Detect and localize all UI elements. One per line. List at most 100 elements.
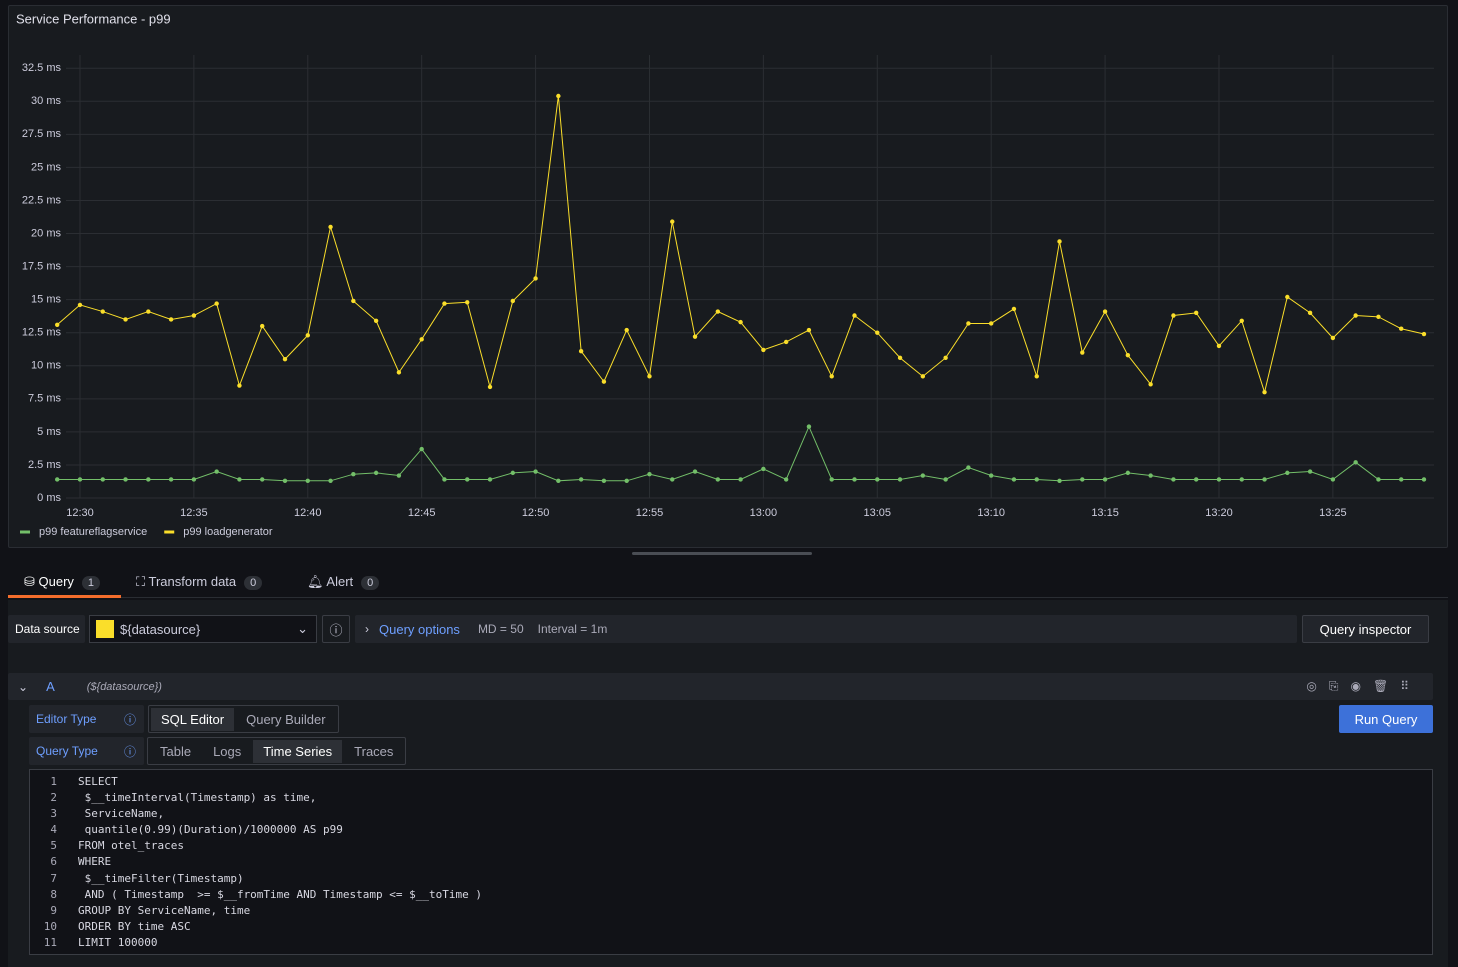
button[interactable]: Query inspector xyxy=(1302,615,1429,643)
point xyxy=(966,321,970,325)
point xyxy=(351,472,355,476)
tab[interactable]: ⛁ Query1 xyxy=(24,574,100,590)
option[interactable]: SQL Editor xyxy=(151,708,234,731)
code-line: AND ( Timestamp >= $__fromTime AND Times… xyxy=(78,887,482,903)
line-numbers: 1234567891011 xyxy=(30,774,57,951)
y-tick-label: 2.5 ms xyxy=(28,459,62,471)
point xyxy=(192,477,196,481)
label: Data source xyxy=(8,615,85,643)
point xyxy=(1171,313,1175,317)
point xyxy=(1376,477,1380,481)
tab-label: Alert xyxy=(326,574,353,589)
point xyxy=(943,356,947,360)
point xyxy=(101,477,105,481)
point xyxy=(921,374,925,378)
code-editor[interactable]: 1234567891011 SELECT $__timeInterval(Tim… xyxy=(29,769,1433,955)
tab-label: Transform data xyxy=(148,574,236,589)
line-number: 8 xyxy=(30,887,57,903)
x-tick-label: 13:05 xyxy=(864,507,892,519)
y-tick-label: 22.5 ms xyxy=(22,194,62,206)
point xyxy=(1285,471,1289,475)
option[interactable]: Traces xyxy=(344,740,403,763)
y-tick-label: 32.5 ms xyxy=(22,62,62,74)
point xyxy=(488,477,492,481)
code-line: FROM otel_traces xyxy=(78,838,482,854)
tab[interactable]: 🔔︎ Alert0 xyxy=(307,574,379,590)
ref-id: A xyxy=(46,679,55,694)
legend-label[interactable]: p99 loadgenerator xyxy=(183,526,273,538)
y-tick-label: 30 ms xyxy=(31,95,61,107)
point xyxy=(1103,477,1107,481)
line-number: 7 xyxy=(30,871,57,887)
point xyxy=(1422,332,1426,336)
code-line: quantile(0.99)(Duration)/1000000 AS p99 xyxy=(78,822,482,838)
point xyxy=(1285,295,1289,299)
query-options[interactable]: ›Query optionsMD = 50Interval = 1m xyxy=(355,615,1297,643)
option[interactable]: Query Builder xyxy=(236,708,335,731)
point xyxy=(306,333,310,337)
line-number: 3 xyxy=(30,806,57,822)
point xyxy=(852,313,856,317)
line-number: 9 xyxy=(30,903,57,919)
row-actions[interactable]: ◎⎘◉🗑︎⠿ xyxy=(1306,679,1421,694)
point xyxy=(625,479,629,483)
point xyxy=(237,477,241,481)
point xyxy=(966,465,970,469)
point xyxy=(1126,471,1130,475)
point xyxy=(465,300,469,304)
x-tick-label: 13:20 xyxy=(1205,507,1233,519)
md: MD = 50 xyxy=(478,622,524,636)
tab[interactable]: ⛶ Transform data0 xyxy=(136,574,262,590)
option[interactable]: Logs xyxy=(203,740,251,763)
point xyxy=(602,379,606,383)
point xyxy=(1080,350,1084,354)
point xyxy=(738,477,742,481)
point xyxy=(1126,353,1130,357)
point xyxy=(397,473,401,477)
point xyxy=(1217,477,1221,481)
datasource-select[interactable]: ${datasource}⌄ xyxy=(89,615,317,643)
point xyxy=(602,479,606,483)
icon xyxy=(96,620,114,638)
point xyxy=(1194,477,1198,481)
point xyxy=(807,424,811,428)
code-line: SELECT xyxy=(78,774,482,790)
y-tick-label: 20 ms xyxy=(31,227,61,239)
run-query[interactable]: Run Query xyxy=(1339,705,1433,733)
tab-count: 0 xyxy=(361,576,379,590)
code-line: GROUP BY ServiceName, time xyxy=(78,903,482,919)
line-number: 2 xyxy=(30,790,57,806)
x-tick-label: 12:50 xyxy=(522,507,550,519)
resize-handle[interactable] xyxy=(632,552,812,555)
point xyxy=(101,309,105,313)
point xyxy=(1240,477,1244,481)
point xyxy=(78,303,82,307)
point xyxy=(1262,390,1266,394)
point xyxy=(1035,374,1039,378)
line-number: 4 xyxy=(30,822,57,838)
editor-type: SQL EditorQuery Builder xyxy=(148,705,339,733)
code-line: $__timeFilter(Timestamp) xyxy=(78,871,482,887)
point xyxy=(579,477,583,481)
legend-label[interactable]: p99 featureflagservice xyxy=(39,526,147,538)
help-button[interactable]: ⓘ xyxy=(322,615,350,643)
query-row-header: ⌄A(${datasource})◎⎘◉🗑︎⠿ xyxy=(8,673,1433,700)
point xyxy=(123,317,127,321)
point xyxy=(260,477,264,481)
point xyxy=(488,385,492,389)
code-line: ORDER BY time ASC xyxy=(78,919,482,935)
code-line: WHERE xyxy=(78,854,482,870)
label: Query Typeⓘ xyxy=(29,737,144,765)
point xyxy=(1240,319,1244,323)
point xyxy=(921,473,925,477)
x-tick-label: 12:30 xyxy=(66,507,94,519)
option[interactable]: Table xyxy=(150,740,201,763)
option[interactable]: Time Series xyxy=(253,740,342,763)
point xyxy=(943,477,947,481)
point xyxy=(693,334,697,338)
line-number: 5 xyxy=(30,838,57,854)
point xyxy=(283,357,287,361)
point xyxy=(1057,479,1061,483)
point xyxy=(260,324,264,328)
value: ${datasource} xyxy=(120,622,200,637)
